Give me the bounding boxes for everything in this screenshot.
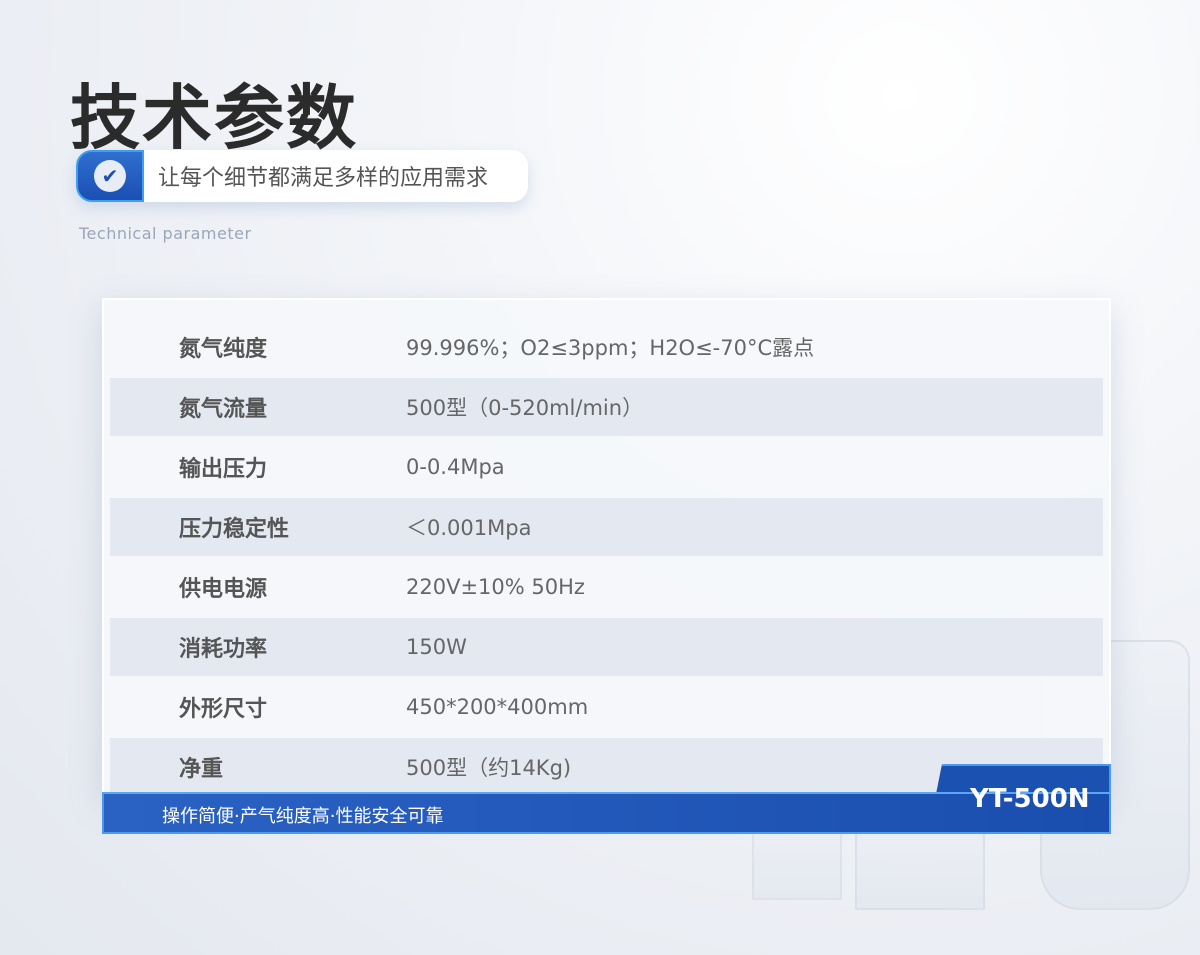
subtitle-english: Technical parameter: [79, 224, 252, 243]
table-row: 输出压力 0-0.4Mpa: [110, 438, 1103, 496]
spec-value: ＜0.001Mpa: [406, 516, 532, 540]
spec-value: 99.996%；O2≤3ppm；H2O≤-70°C露点: [406, 336, 815, 360]
check-circle-icon: ✔: [94, 160, 126, 192]
table-row: 供电电源 220V±10% 50Hz: [110, 558, 1103, 616]
table-row: 压力稳定性 ＜0.001Mpa: [110, 498, 1103, 556]
spec-label: 消耗功率: [179, 637, 268, 662]
table-row: 氮气纯度 99.996%；O2≤3ppm；H2O≤-70°C露点: [110, 318, 1103, 376]
spec-value: 150W: [406, 635, 467, 659]
tagline: 操作简便·产气纯度高·性能安全可靠: [162, 806, 444, 827]
table-row: 净重 500型（约14Kg): [110, 738, 1103, 796]
page-title: 技术参数: [70, 77, 358, 159]
table-row: 外形尺寸 450*200*400mm: [110, 678, 1103, 736]
spec-label: 输出压力: [179, 457, 268, 482]
spec-value: 500型（约14Kg): [406, 756, 572, 780]
spec-label: 供电电源: [179, 577, 268, 602]
spec-table: 氮气纯度 99.996%；O2≤3ppm；H2O≤-70°C露点 氮气流量 500型…: [102, 298, 1111, 796]
spec-label: 氮气纯度: [179, 337, 268, 362]
spec-value: 500型（0-520ml/min）: [406, 396, 644, 420]
subtitle: 让每个细节都满足多样的应用需求: [158, 166, 489, 191]
spec-label: 氮气流量: [179, 397, 268, 422]
spec-label: 外形尺寸: [179, 697, 268, 722]
beaker-decoration: [855, 820, 985, 910]
subtitle-badge: ✔ 让每个细节都满足多样的应用需求: [76, 150, 528, 202]
table-row: 氮气流量 500型（0-520ml/min）: [110, 378, 1103, 436]
table-row: 消耗功率 150W: [110, 618, 1103, 676]
spec-value: 450*200*400mm: [406, 695, 589, 719]
model-name: YT-500N: [970, 784, 1090, 814]
spec-value: 220V±10% 50Hz: [406, 575, 585, 599]
spec-label: 净重: [179, 757, 224, 782]
footer-bar: 操作简便·产气纯度高·性能安全可靠: [102, 792, 1111, 834]
spec-value: 0-0.4Mpa: [406, 455, 505, 479]
spec-label: 压力稳定性: [179, 517, 290, 542]
